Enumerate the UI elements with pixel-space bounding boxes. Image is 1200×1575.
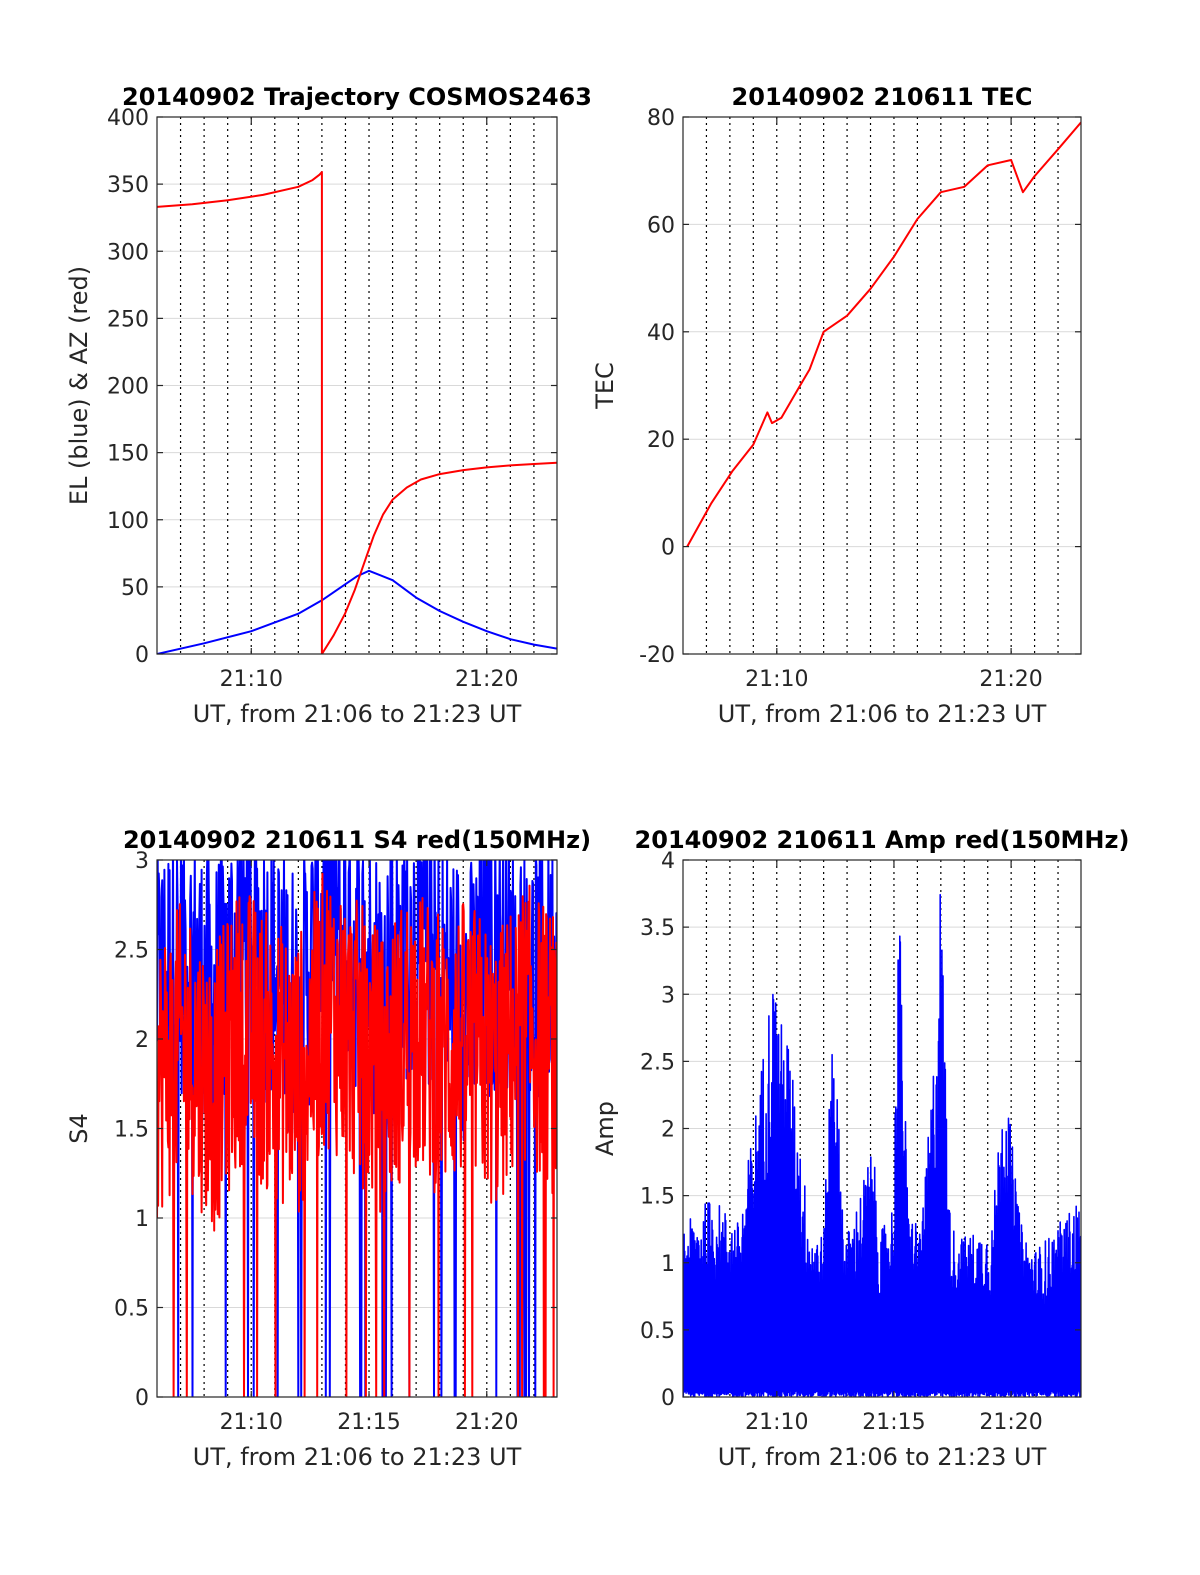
x-tick-label: 21:15: [337, 1410, 400, 1435]
y-tick-label: 300: [107, 240, 149, 265]
amp-chart: 0 0.5 1 1.5 2 2.5 3 3.5 4 21:10 21:15 21:20 20140902…: [591, 826, 1129, 1471]
y-tick-label: 60: [647, 213, 675, 238]
series-line-1: [157, 171, 557, 654]
y-tick-label: 200: [107, 375, 149, 400]
x-tick-label: 21:20: [455, 667, 518, 692]
y-tick-label: 40: [647, 321, 675, 346]
y-tick-label: -20: [639, 643, 675, 668]
y-tick-label: 2: [661, 1118, 675, 1143]
y-tick-label: 350: [107, 173, 149, 198]
x-axis-label: UT, from 21:06 to 21:23 UT: [193, 1443, 522, 1471]
x-tick-label: 21:20: [979, 667, 1042, 692]
y-tick-label: 100: [107, 509, 149, 534]
y-tick-label: 0: [135, 1386, 149, 1411]
y-tick-label: 2.5: [114, 939, 149, 964]
y-tick-label: 2.5: [640, 1050, 675, 1075]
series-group: [157, 171, 557, 654]
y-tick-label: 50: [121, 576, 149, 601]
chart-title: 20140902 210611 TEC: [732, 83, 1033, 111]
x-axis-label: UT, from 21:06 to 21:23 UT: [718, 700, 1047, 728]
series-line-0: [683, 893, 1081, 1397]
chart-title: 20140902 210611 Amp red(150MHz): [635, 826, 1130, 854]
x-tick-label: 21:10: [220, 667, 283, 692]
axes-frame: [682, 116, 1082, 655]
y-tick-label: 0.5: [114, 1297, 149, 1322]
y-tick-label: 150: [107, 442, 149, 467]
y-tick-label: 1.5: [114, 1118, 149, 1143]
y-tick-label: 0: [661, 1386, 675, 1411]
x-tick-label: 21:10: [220, 1410, 283, 1435]
y-axis-label: Amp: [591, 1101, 619, 1156]
y-tick-label: 0: [135, 643, 149, 668]
y-axis-label: EL (blue) & AZ (red): [65, 266, 93, 505]
y-axis-label: S4: [65, 1113, 93, 1144]
y-tick-label: 1: [661, 1252, 675, 1277]
y-tick-label: 3: [661, 983, 675, 1008]
series-line-0: [157, 569, 557, 654]
x-tick-label: 21:20: [979, 1410, 1042, 1435]
y-tick-label: 3.5: [640, 916, 675, 941]
series-line-1: [157, 872, 557, 1397]
trajectory-chart: 0 50 100 150 200 250 300 350 400 21:10 21:20 201409…: [65, 83, 592, 728]
y-tick-label: 80: [647, 106, 675, 131]
x-tick-label: 21:10: [745, 667, 808, 692]
series-line-0: [686, 121, 1081, 548]
tec-chart: -20 0 20 40 60 80 21:10 21:20 20140902 210611 TE…: [591, 83, 1082, 728]
x-tick-label: 21:15: [862, 1410, 925, 1435]
series-group: [683, 893, 1081, 1397]
series-group: [157, 860, 557, 1397]
y-tick-label: 1: [135, 1207, 149, 1232]
y-tick-label: 20: [647, 428, 675, 453]
chart-title: 20140902 Trajectory COSMOS2463: [122, 83, 592, 111]
plot-area: [683, 117, 1081, 654]
y-tick-label: 0: [661, 536, 675, 561]
y-tick-label: 2: [135, 1028, 149, 1053]
y-tick-label: 4: [661, 849, 675, 874]
y-tick-label: 0.5: [640, 1319, 675, 1344]
y-tick-label: 400: [107, 106, 149, 131]
series-group: [686, 121, 1081, 548]
y-tick-label: 1.5: [640, 1185, 675, 1210]
x-tick-label: 21:10: [745, 1410, 808, 1435]
x-tick-label: 21:20: [455, 1410, 518, 1435]
chart-title: 20140902 210611 S4 red(150MHz): [123, 826, 591, 854]
x-axis-label: UT, from 21:06 to 21:23 UT: [718, 1443, 1047, 1471]
s4-chart: 0 0.5 1 1.5 2 2.5 3 21:10 21:15 21:20 20140902 210…: [65, 826, 591, 1471]
y-tick-label: 3: [135, 849, 149, 874]
y-tick-label: 250: [107, 307, 149, 332]
x-axis-label: UT, from 21:06 to 21:23 UT: [193, 700, 522, 728]
y-axis-label: TEC: [591, 362, 619, 410]
